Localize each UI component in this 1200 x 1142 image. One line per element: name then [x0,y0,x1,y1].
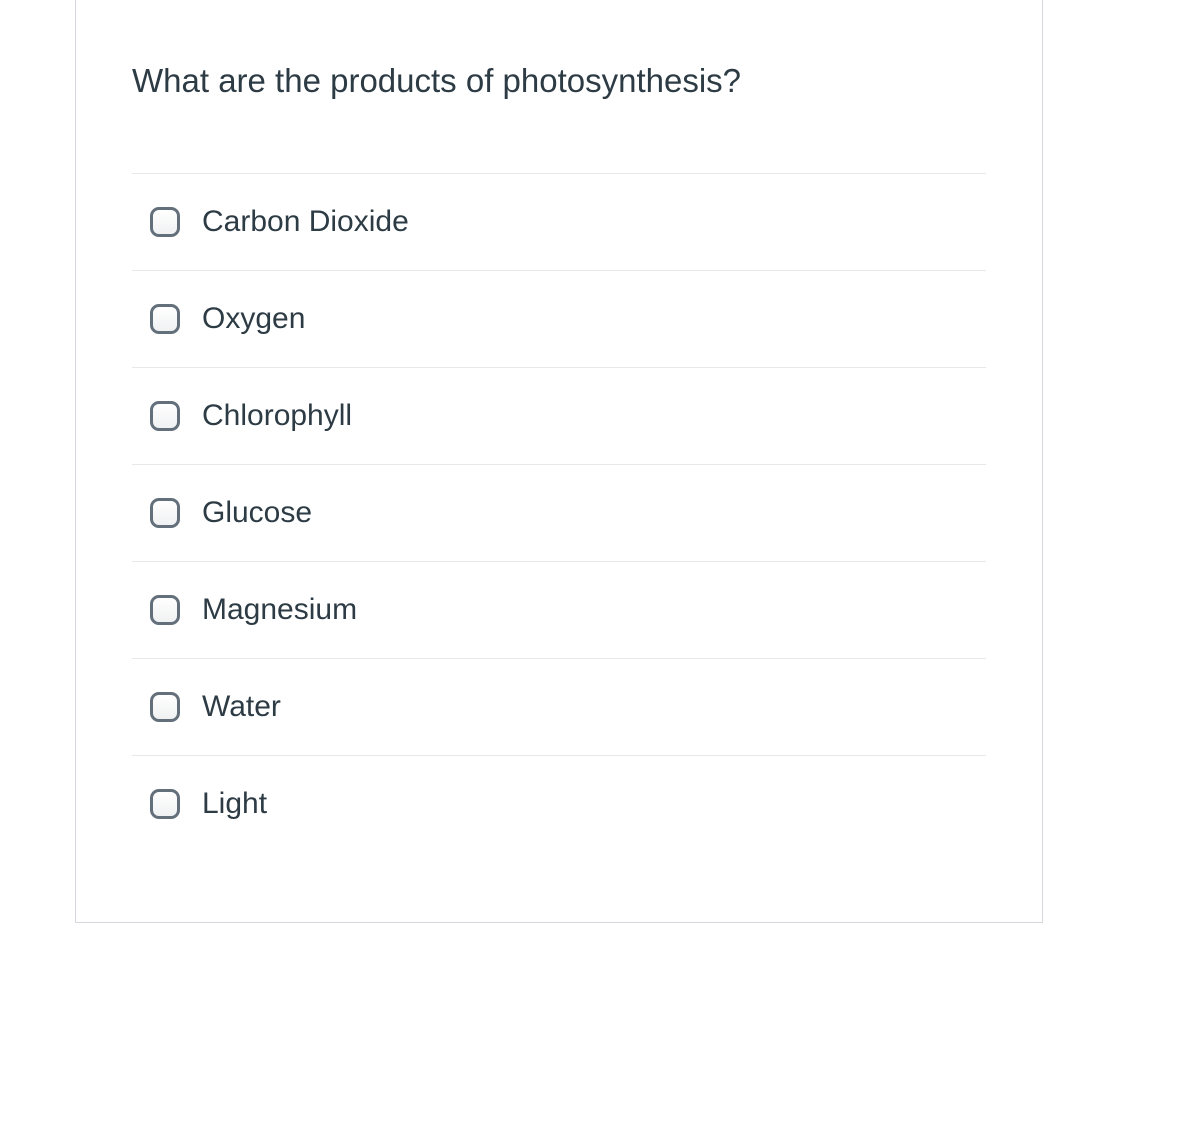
option-label: Magnesium [202,592,357,628]
checkbox-icon[interactable] [150,789,180,819]
option-label: Carbon Dioxide [202,204,409,240]
checkbox-icon[interactable] [150,498,180,528]
question-card: What are the products of photosynthesis?… [75,0,1043,923]
checkbox-icon[interactable] [150,692,180,722]
option-row[interactable]: Glucose [132,464,986,561]
checkbox-icon[interactable] [150,595,180,625]
checkbox-icon[interactable] [150,401,180,431]
checkbox-icon[interactable] [150,304,180,334]
option-label: Light [202,786,267,822]
option-row[interactable]: Oxygen [132,270,986,367]
option-label: Oxygen [202,301,305,337]
option-row[interactable]: Water [132,658,986,755]
option-row[interactable]: Chlorophyll [132,367,986,464]
option-row[interactable]: Magnesium [132,561,986,658]
options-list: Carbon Dioxide Oxygen Chlorophyll Glucos… [132,173,986,852]
option-label: Glucose [202,495,312,531]
checkbox-icon[interactable] [150,207,180,237]
option-label: Chlorophyll [202,398,352,434]
option-label: Water [202,689,281,725]
option-row[interactable]: Carbon Dioxide [132,173,986,270]
question-text: What are the products of photosynthesis? [132,60,986,103]
option-row[interactable]: Light [132,755,986,852]
